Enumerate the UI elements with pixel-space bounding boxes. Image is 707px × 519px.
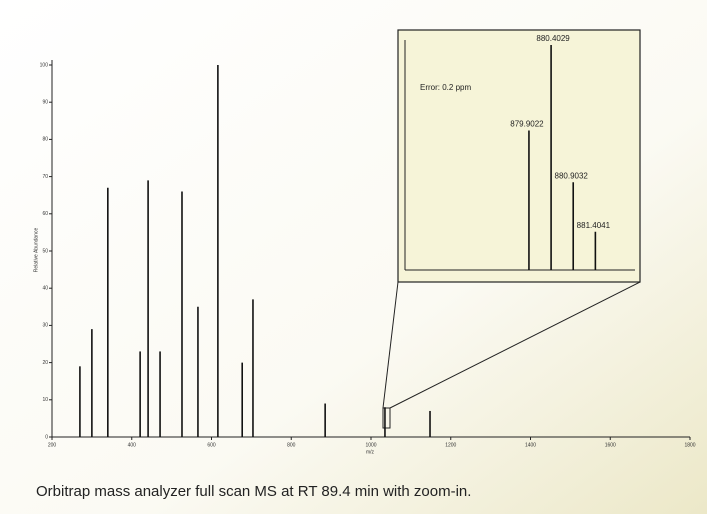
y-tick-label: 60	[42, 211, 48, 217]
x-tick-label: 1800	[684, 442, 695, 448]
y-tick-label: 0	[45, 434, 48, 440]
x-tick-label: 1000	[365, 442, 376, 448]
x-tick-label: 1600	[605, 442, 616, 448]
inset-frame	[397, 29, 641, 283]
y-axis-title: Relative Abundance	[33, 228, 39, 273]
zoom-line	[389, 281, 641, 409]
x-tick-label: 1400	[525, 442, 536, 448]
x-tick-label: 600	[207, 442, 216, 448]
peak-label: 881.4041	[577, 221, 611, 230]
x-tick-label: 400	[128, 442, 137, 448]
peak-label: 880.9032	[555, 171, 589, 180]
y-tick-label: 70	[42, 174, 48, 180]
zoom-line	[382, 281, 399, 409]
x-axis-title: m/z	[366, 449, 375, 455]
peak-label: 880.4029	[536, 34, 570, 43]
y-tick-label: 80	[42, 137, 48, 143]
y-tick-label: 50	[42, 248, 48, 254]
y-tick-label: 90	[42, 100, 48, 106]
zoom-box	[382, 407, 391, 429]
x-tick-label: 800	[287, 442, 296, 448]
annotation: Error: 0.2 ppm	[420, 83, 471, 92]
caption: Orbitrap mass analyzer full scan MS at R…	[36, 483, 471, 500]
y-tick-label: 30	[42, 323, 48, 329]
y-tick-label: 10	[42, 397, 48, 403]
x-tick-label: 200	[48, 442, 57, 448]
y-tick-label: 40	[42, 286, 48, 292]
y-tick-label: 20	[42, 360, 48, 366]
y-tick-label: 100	[40, 62, 49, 68]
peak-label: 879.9022	[510, 120, 544, 129]
x-tick-label: 1200	[445, 442, 456, 448]
